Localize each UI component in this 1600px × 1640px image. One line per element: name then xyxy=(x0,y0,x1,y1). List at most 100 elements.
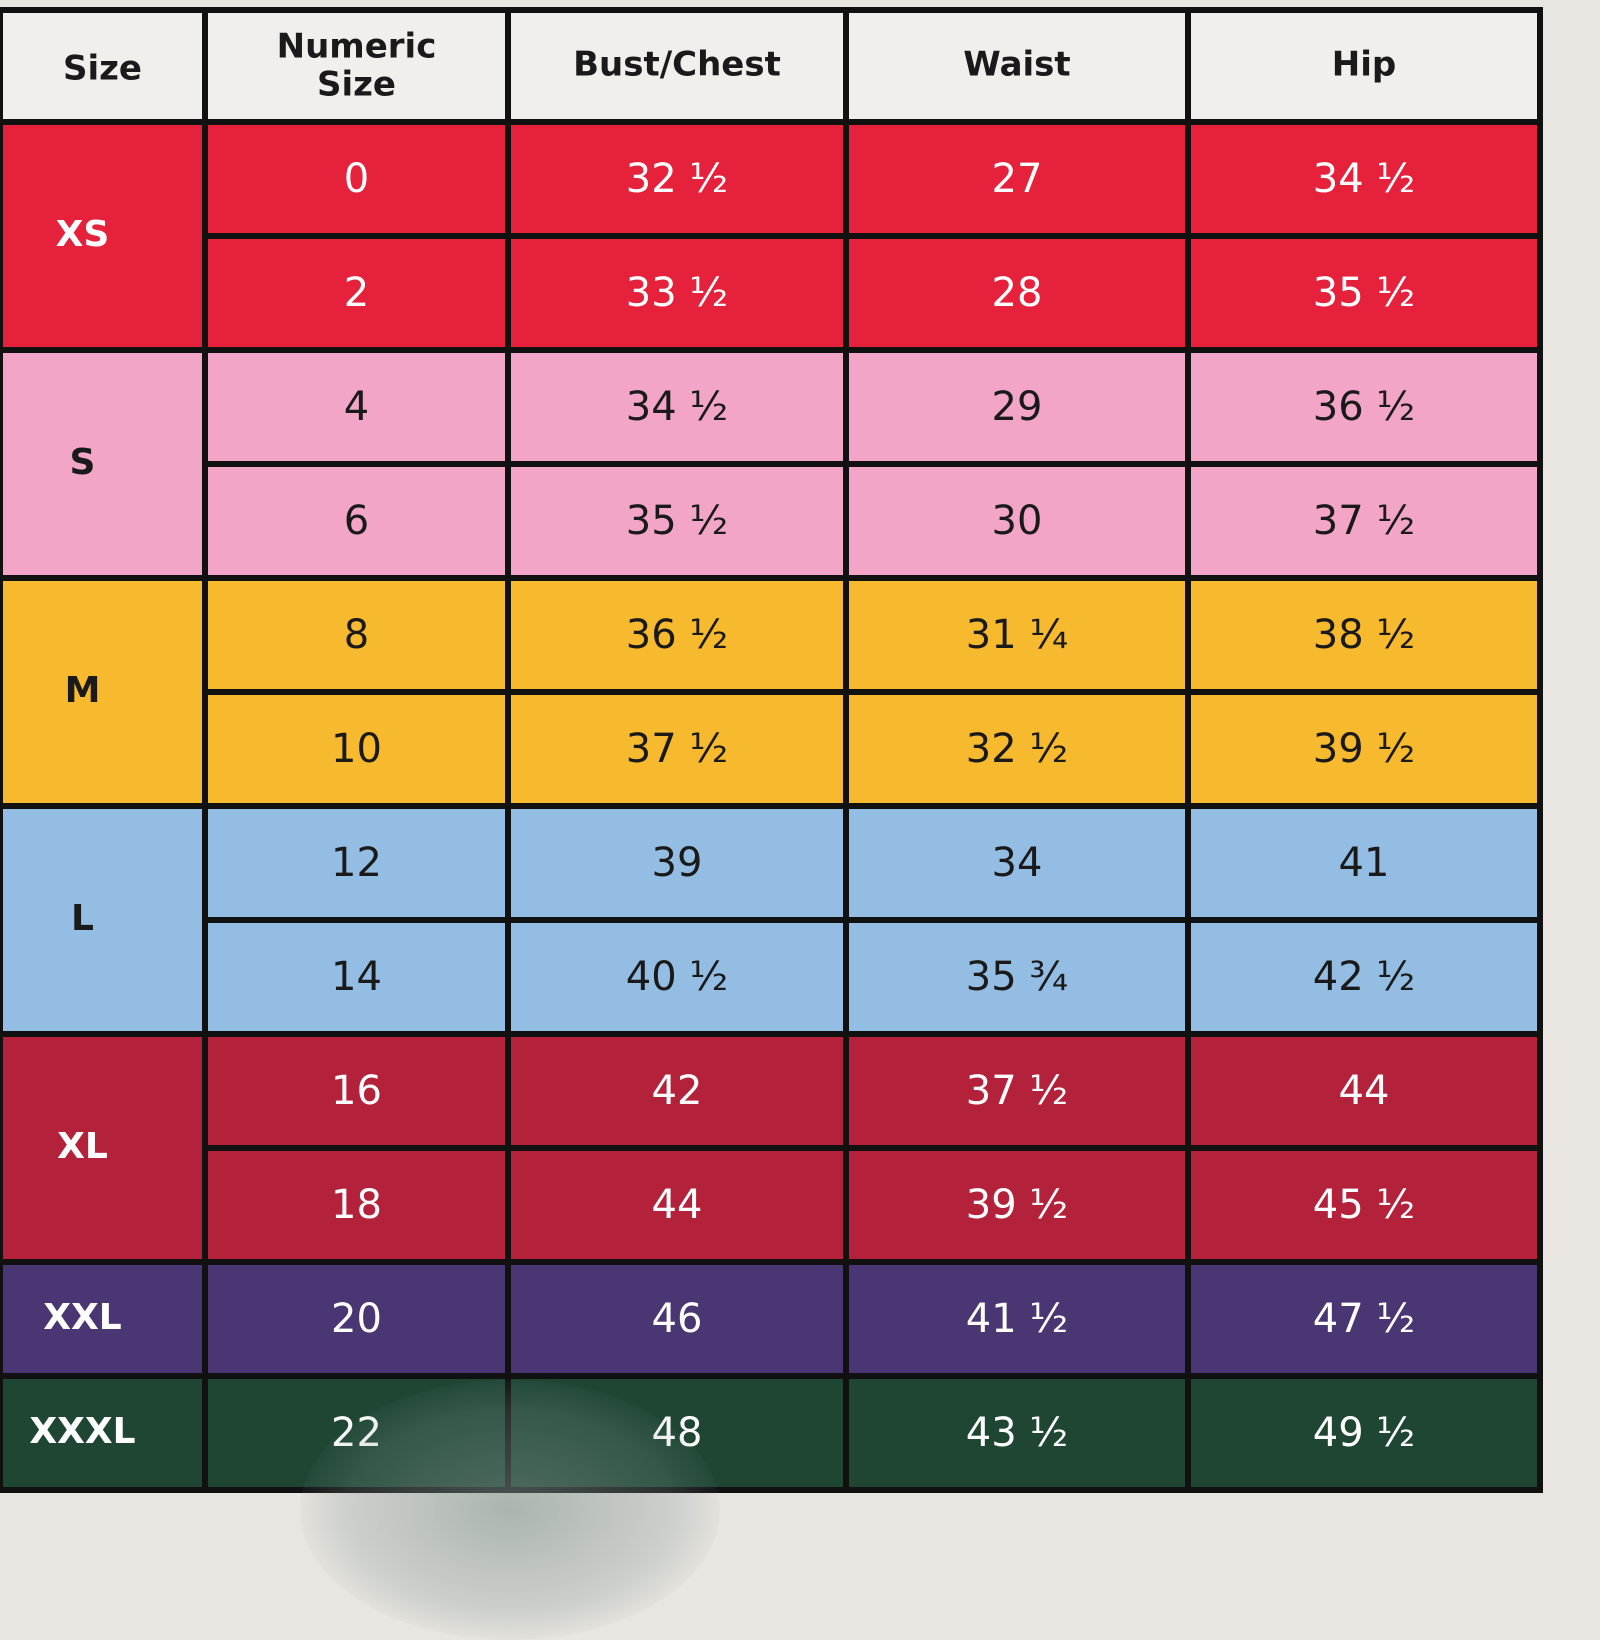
value-numeric: 22 xyxy=(331,1410,382,1456)
value-waist: 30 xyxy=(992,498,1043,544)
size-cell-xs xyxy=(0,119,208,353)
value-bust: 34 ½ xyxy=(626,384,728,430)
value-hip: 44 xyxy=(1339,1068,1390,1114)
value-bust: 35 ½ xyxy=(626,498,728,544)
value-hip: 35 ½ xyxy=(1313,270,1415,316)
header-cell-size xyxy=(0,7,208,125)
table-cell-waist xyxy=(843,1145,1191,1265)
table-cell-numeric xyxy=(202,233,511,353)
table-cell-waist xyxy=(843,233,1191,353)
header-cell-waist xyxy=(843,7,1191,125)
value-numeric: 2 xyxy=(344,270,369,316)
size-cell-xxxl xyxy=(0,1373,208,1493)
table-cell-hip xyxy=(1185,575,1543,695)
value-waist: 39 ½ xyxy=(966,1182,1068,1228)
size-label-xl: XL xyxy=(57,1126,108,1167)
table-cell-bust xyxy=(505,347,849,467)
value-numeric: 0 xyxy=(344,156,369,202)
header-bust-chest: Bust/Chest xyxy=(573,45,781,85)
value-numeric: 8 xyxy=(344,612,369,658)
table-cell-hip xyxy=(1185,1259,1543,1379)
value-numeric: 20 xyxy=(331,1296,382,1342)
table-cell-numeric xyxy=(202,461,511,581)
table-cell-hip xyxy=(1185,1145,1543,1265)
size-label-xxxl: XXXL xyxy=(29,1411,135,1452)
value-hip: 38 ½ xyxy=(1313,612,1415,658)
value-hip: 45 ½ xyxy=(1313,1182,1415,1228)
value-waist: 32 ½ xyxy=(966,726,1068,772)
value-waist: 43 ½ xyxy=(966,1410,1068,1456)
value-waist: 35 ¾ xyxy=(966,954,1068,1000)
value-numeric: 18 xyxy=(331,1182,382,1228)
table-cell-waist xyxy=(843,917,1191,1037)
table-cell-hip xyxy=(1185,1373,1543,1493)
table-cell-hip xyxy=(1185,1031,1543,1151)
value-waist: 29 xyxy=(992,384,1043,430)
value-bust: 42 xyxy=(652,1068,703,1114)
value-numeric: 16 xyxy=(331,1068,382,1114)
size-cell-xxl xyxy=(0,1259,208,1379)
value-bust: 46 xyxy=(652,1296,703,1342)
value-waist: 27 xyxy=(992,156,1043,202)
value-hip: 37 ½ xyxy=(1313,498,1415,544)
table-cell-bust xyxy=(505,1259,849,1379)
size-label-l: L xyxy=(71,898,94,939)
size-cell-s xyxy=(0,347,208,581)
value-bust: 40 ½ xyxy=(626,954,728,1000)
table-cells xyxy=(0,7,1543,1493)
value-hip: 36 ½ xyxy=(1313,384,1415,430)
value-waist: 37 ½ xyxy=(966,1068,1068,1114)
size-cell-l xyxy=(0,803,208,1037)
value-numeric: 14 xyxy=(331,954,382,1000)
value-bust: 37 ½ xyxy=(626,726,728,772)
header-cell-bust xyxy=(505,7,849,125)
table-cell-numeric xyxy=(202,803,511,923)
size-label-s: S xyxy=(70,442,96,483)
value-hip: 34 ½ xyxy=(1313,156,1415,202)
value-waist: 34 xyxy=(992,840,1043,886)
table-cell-hip xyxy=(1185,347,1543,467)
value-numeric: 6 xyxy=(344,498,369,544)
size-label-xs: XS xyxy=(56,214,110,255)
size-label-xxl: XXL xyxy=(43,1297,121,1338)
table-cell-waist xyxy=(843,1259,1191,1379)
value-hip: 39 ½ xyxy=(1313,726,1415,772)
value-waist: 41 ½ xyxy=(966,1296,1068,1342)
value-bust: 48 xyxy=(652,1410,703,1456)
size-cell-m xyxy=(0,575,208,809)
table-cell-waist xyxy=(843,1373,1191,1493)
table-cell-waist xyxy=(843,575,1191,695)
value-bust: 39 xyxy=(652,840,703,886)
value-bust: 33 ½ xyxy=(626,270,728,316)
table-cell-waist xyxy=(843,461,1191,581)
table-cell-numeric xyxy=(202,575,511,695)
value-waist: 31 ¼ xyxy=(966,612,1068,658)
table-cell-bust xyxy=(505,1031,849,1151)
table-cell-hip xyxy=(1185,119,1543,239)
header-hip: Hip xyxy=(1332,45,1396,85)
table-cell-numeric xyxy=(202,347,511,467)
table-cell-hip xyxy=(1185,917,1543,1037)
value-hip: 49 ½ xyxy=(1313,1410,1415,1456)
table-cell-hip xyxy=(1185,689,1543,809)
table-cell-hip xyxy=(1185,233,1543,353)
table-cell-bust xyxy=(505,575,849,695)
size-label-m: M xyxy=(65,670,101,711)
value-bust: 44 xyxy=(652,1182,703,1228)
header-numeric-line2: Size xyxy=(317,65,396,105)
table-cell-bust xyxy=(505,119,849,239)
table-cell-waist xyxy=(843,119,1191,239)
table-cell-numeric xyxy=(202,1145,511,1265)
table-cell-waist xyxy=(843,689,1191,809)
value-bust: 36 ½ xyxy=(626,612,728,658)
header-numeric-line1: Numeric xyxy=(277,27,437,67)
table-cell-waist xyxy=(843,347,1191,467)
value-bust: 32 ½ xyxy=(626,156,728,202)
value-hip: 41 xyxy=(1339,840,1390,886)
value-hip: 47 ½ xyxy=(1313,1296,1415,1342)
header-waist: Waist xyxy=(963,45,1070,85)
value-waist: 28 xyxy=(992,270,1043,316)
table-cell-numeric xyxy=(202,119,511,239)
value-numeric: 4 xyxy=(344,384,369,430)
